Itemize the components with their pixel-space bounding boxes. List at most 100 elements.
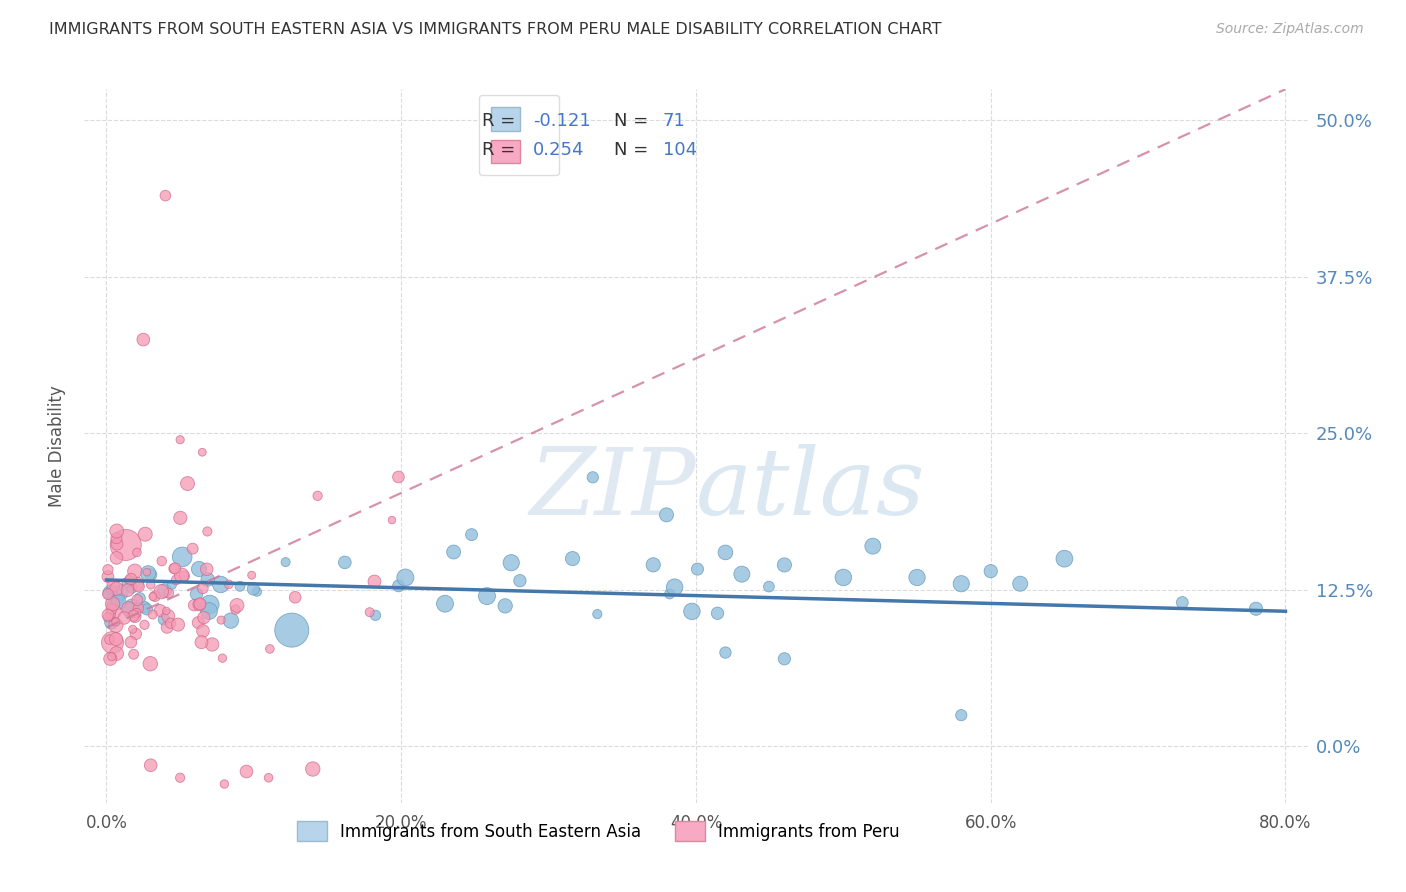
Point — [100, 602, 122, 616]
Point — [125, 545, 148, 559]
Point — [167, 617, 190, 632]
Point — [686, 562, 709, 576]
Point — [165, 561, 187, 575]
Text: atlas: atlas — [696, 444, 925, 533]
Point — [124, 609, 146, 624]
Point — [142, 590, 165, 604]
Point — [333, 555, 356, 569]
Point — [443, 545, 465, 559]
Point — [156, 620, 179, 634]
Point — [103, 579, 125, 593]
Point — [226, 599, 249, 613]
Point — [229, 579, 252, 593]
Point — [128, 579, 150, 593]
Point — [209, 577, 232, 591]
Point — [706, 607, 728, 621]
Point — [125, 577, 148, 591]
Point — [905, 570, 928, 584]
Point — [112, 611, 135, 625]
Point — [163, 561, 186, 575]
Point — [950, 708, 973, 723]
Point — [188, 598, 211, 612]
Point — [364, 608, 387, 623]
Point — [127, 593, 149, 607]
Point — [149, 603, 172, 617]
Text: R =: R = — [482, 112, 520, 130]
Point — [103, 598, 125, 612]
Point — [97, 587, 120, 601]
Point — [132, 333, 155, 347]
Point — [191, 624, 214, 638]
Point — [664, 580, 686, 594]
Point — [150, 584, 173, 599]
Point — [187, 615, 209, 630]
Point — [655, 508, 678, 522]
Point — [240, 568, 263, 582]
Point — [218, 577, 240, 591]
Point — [211, 651, 233, 665]
Text: -0.121: -0.121 — [533, 112, 591, 130]
Point — [114, 538, 136, 552]
Point — [107, 595, 129, 609]
Point — [155, 188, 177, 202]
Point — [134, 617, 156, 632]
Point — [97, 607, 120, 622]
Point — [359, 605, 381, 619]
Point — [658, 587, 681, 601]
Point — [122, 648, 145, 662]
Point — [118, 573, 141, 587]
Point — [307, 489, 329, 503]
Point — [172, 549, 194, 564]
Point — [153, 612, 176, 626]
Point — [157, 586, 180, 600]
Point — [188, 597, 211, 611]
Text: ZIP: ZIP — [529, 444, 696, 533]
Point — [257, 771, 280, 785]
Point — [100, 582, 122, 597]
Point — [120, 604, 142, 618]
Point — [136, 566, 159, 581]
Text: IMMIGRANTS FROM SOUTH EASTERN ASIA VS IMMIGRANTS FROM PERU MALE DISABILITY CORRE: IMMIGRANTS FROM SOUTH EASTERN ASIA VS IM… — [49, 22, 942, 37]
Point — [643, 558, 665, 572]
Point — [105, 537, 128, 551]
Point — [274, 555, 297, 569]
Point — [105, 524, 128, 538]
Point — [169, 433, 191, 447]
Point — [475, 589, 498, 603]
Point — [181, 541, 204, 556]
Text: 71: 71 — [664, 112, 686, 130]
Point — [98, 586, 121, 600]
Point — [117, 583, 139, 598]
Point — [191, 445, 214, 459]
Point — [1244, 601, 1267, 615]
Text: 0.254: 0.254 — [533, 141, 585, 159]
Point — [100, 586, 122, 600]
Point — [97, 610, 120, 624]
Point — [118, 601, 141, 615]
Point — [122, 608, 145, 623]
Point — [153, 583, 176, 598]
Point — [582, 470, 605, 484]
Point — [121, 599, 143, 614]
Point — [950, 576, 973, 591]
Point — [731, 567, 754, 582]
Point — [104, 615, 127, 629]
Point — [100, 607, 122, 621]
Point — [115, 575, 138, 590]
Point — [124, 564, 146, 578]
Point — [381, 513, 404, 527]
Point — [201, 637, 224, 651]
Point — [124, 606, 146, 620]
Point — [198, 598, 221, 612]
Point — [100, 615, 122, 630]
Point — [100, 649, 122, 664]
Point — [157, 609, 180, 624]
Text: R =: R = — [482, 141, 520, 159]
Point — [195, 524, 218, 539]
Point — [1010, 576, 1032, 591]
Point — [434, 597, 457, 611]
Point — [101, 597, 124, 611]
Point — [235, 764, 257, 779]
Point — [142, 607, 165, 622]
Point — [105, 550, 128, 565]
